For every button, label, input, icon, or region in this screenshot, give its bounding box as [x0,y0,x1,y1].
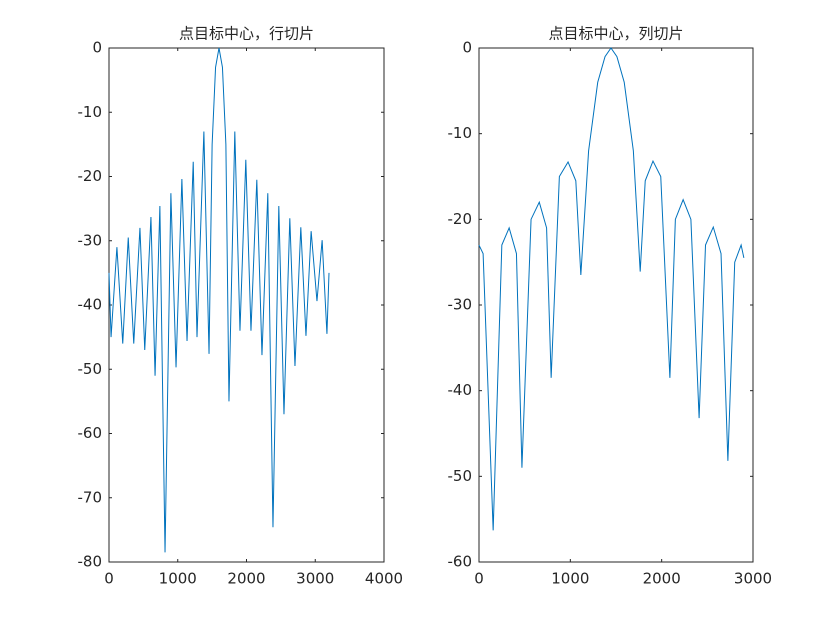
x-tick-label: 2000 [643,570,681,588]
y-tick-label: -80 [78,553,103,571]
y-tick-label: -50 [448,467,473,485]
x-tick-label: 4000 [365,570,403,588]
y-tick-label: -60 [78,424,103,442]
y-tick-label: -10 [448,124,473,142]
y-tick-label: -30 [78,231,103,249]
y-tick-label: 0 [92,39,102,57]
y-tick-label: -20 [448,210,473,228]
y-tick-label: -50 [78,360,103,378]
x-tick-label: 0 [474,570,484,588]
x-tick-label: 3000 [296,570,334,588]
chart-title: 点目标中心，列切片 [548,25,683,43]
y-tick-label: -10 [78,103,103,121]
y-tick-label: -70 [78,488,103,506]
y-tick-label: 0 [462,39,472,57]
data-line [478,47,745,531]
y-tick-label: -40 [78,296,103,314]
y-tick-label: -60 [448,553,473,571]
x-tick-label: 1000 [551,570,589,588]
chart-title: 点目标中心，行切片 [179,25,314,43]
x-tick-label: 0 [104,570,114,588]
y-tick-label: -30 [448,296,473,314]
x-tick-label: 2000 [227,570,265,588]
x-tick-label: 3000 [734,570,772,588]
x-tick-label: 1000 [159,570,197,588]
y-tick-label: -40 [448,381,473,399]
y-tick-label: -20 [78,167,103,185]
data-line [108,47,330,553]
